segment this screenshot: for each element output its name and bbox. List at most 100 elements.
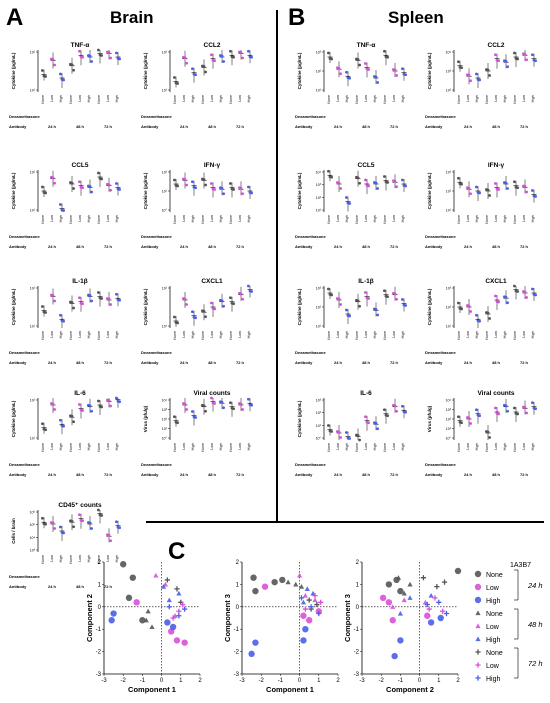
data-point [239,51,243,54]
data-point [41,185,44,189]
data-point [176,321,179,325]
chart-title: CCL5 [358,162,375,169]
data-point [222,406,225,410]
dose-label: None [97,215,101,224]
data-point [51,176,55,180]
data-point [327,287,330,291]
data-point [358,304,361,308]
row-label-antibody: Antibody [425,124,443,129]
pca-point [252,639,259,646]
dose-label: None [513,95,517,104]
data-point [173,315,176,319]
dose-label: None [201,95,205,104]
pca-point [110,610,117,617]
pca-x-label: Component 1 [128,685,176,694]
pca-point [145,608,151,614]
timepoint-label: 24 h [334,244,343,249]
timepoint-label: 24 h [334,360,343,365]
data-point [81,302,84,306]
timepoint-label: 24 h [48,244,57,249]
dose-label: High [373,95,377,102]
timepoint-label: 48 h [492,124,501,129]
data-point [475,185,478,189]
cytokine-chart: IFN-γ Cytokine (pg/mL) 10³ 10² 10¹ None Low Hig… [424,160,540,252]
pca-point [164,619,171,626]
data-point [115,182,118,185]
data-point [232,55,235,59]
legend-label: High [486,637,501,644]
chart-svg: CCL5 Cytokine (pg/mL) 10⁴ 10³ 10² 10¹ None Low H… [295,162,407,249]
data-point [220,299,224,303]
timepoint-label: 72 h [520,360,529,365]
data-point [327,51,330,55]
pca-point [385,581,393,588]
y-tick-label: 10¹ [30,89,36,93]
dose-label: None [513,443,517,452]
data-point [525,296,528,299]
chart-title: IFN-γ [488,162,505,169]
dose-label: None [383,331,387,340]
dose-label: Low [78,215,82,222]
chart-svg: IL-1β Cytokine (pg/mL) 10² 10¹ None Low High 24… [9,278,121,365]
data-point [88,294,92,297]
dose-label: Low [364,331,368,338]
data-point [90,409,93,413]
data-point [348,314,351,318]
data-point [525,411,528,415]
dose-label: Low [522,443,526,450]
timepoint-label: 72 h [390,472,399,477]
data-point [239,292,243,296]
dose-label: Low [392,443,396,450]
y-tick-label: 10³ [446,70,452,74]
dose-label: None [383,215,387,224]
cytokine-chart: CXCL1 Cytokine (pg/mL) 10² 10¹ None Low High 24… [140,276,256,368]
pca-point [271,578,278,586]
data-point [241,408,244,411]
row-label-dexamethasone: Dexamethasone [9,234,40,239]
data-point [59,313,62,317]
dose-label: High [531,95,535,102]
pca-point [153,572,159,578]
dose-label: None [383,443,387,452]
row-label-antibody: Antibody [295,360,313,365]
data-point [109,539,112,543]
data-point [247,397,250,401]
dose-label: Low [466,95,470,102]
data-point [194,316,197,320]
row-label-antibody: Antibody [295,244,313,249]
data-point [90,527,93,530]
data-point [62,531,65,535]
dose-label: Low [364,95,368,102]
dose-label: Low [50,331,54,338]
data-point [386,295,389,299]
data-point [457,60,460,64]
data-point [97,171,100,175]
row-label-dexamethasone: Dexamethasone [141,462,172,467]
dose-label: High [247,215,251,222]
data-point [191,180,194,184]
dose-label: Low [522,331,526,338]
data-point [513,180,516,184]
data-point [513,284,516,288]
chart-title: CCL5 [72,162,89,169]
data-point [210,53,213,57]
dose-label: None [513,215,517,224]
timepoint-label: 48 h [492,472,501,477]
data-point [41,422,44,426]
pca-point [397,587,404,595]
y-tick-label: 10⁴ [445,399,451,403]
timepoint-label: 48 h [362,360,371,365]
dose-label: High [345,331,349,338]
pca-point [306,597,312,603]
row-label-antibody: Antibody [9,360,27,365]
data-point [59,203,62,206]
dose-label: Low [50,215,54,222]
y-tick-label: 10² [162,287,168,291]
y-tick-label: 10¹ [162,427,168,431]
row-label-dexamethasone: Dexamethasone [425,462,456,467]
data-point [467,416,471,420]
legend-label: Low [486,624,500,631]
panel-letter-b: B [288,4,306,31]
pca-point [420,575,427,581]
dose-label: Low [494,215,498,222]
